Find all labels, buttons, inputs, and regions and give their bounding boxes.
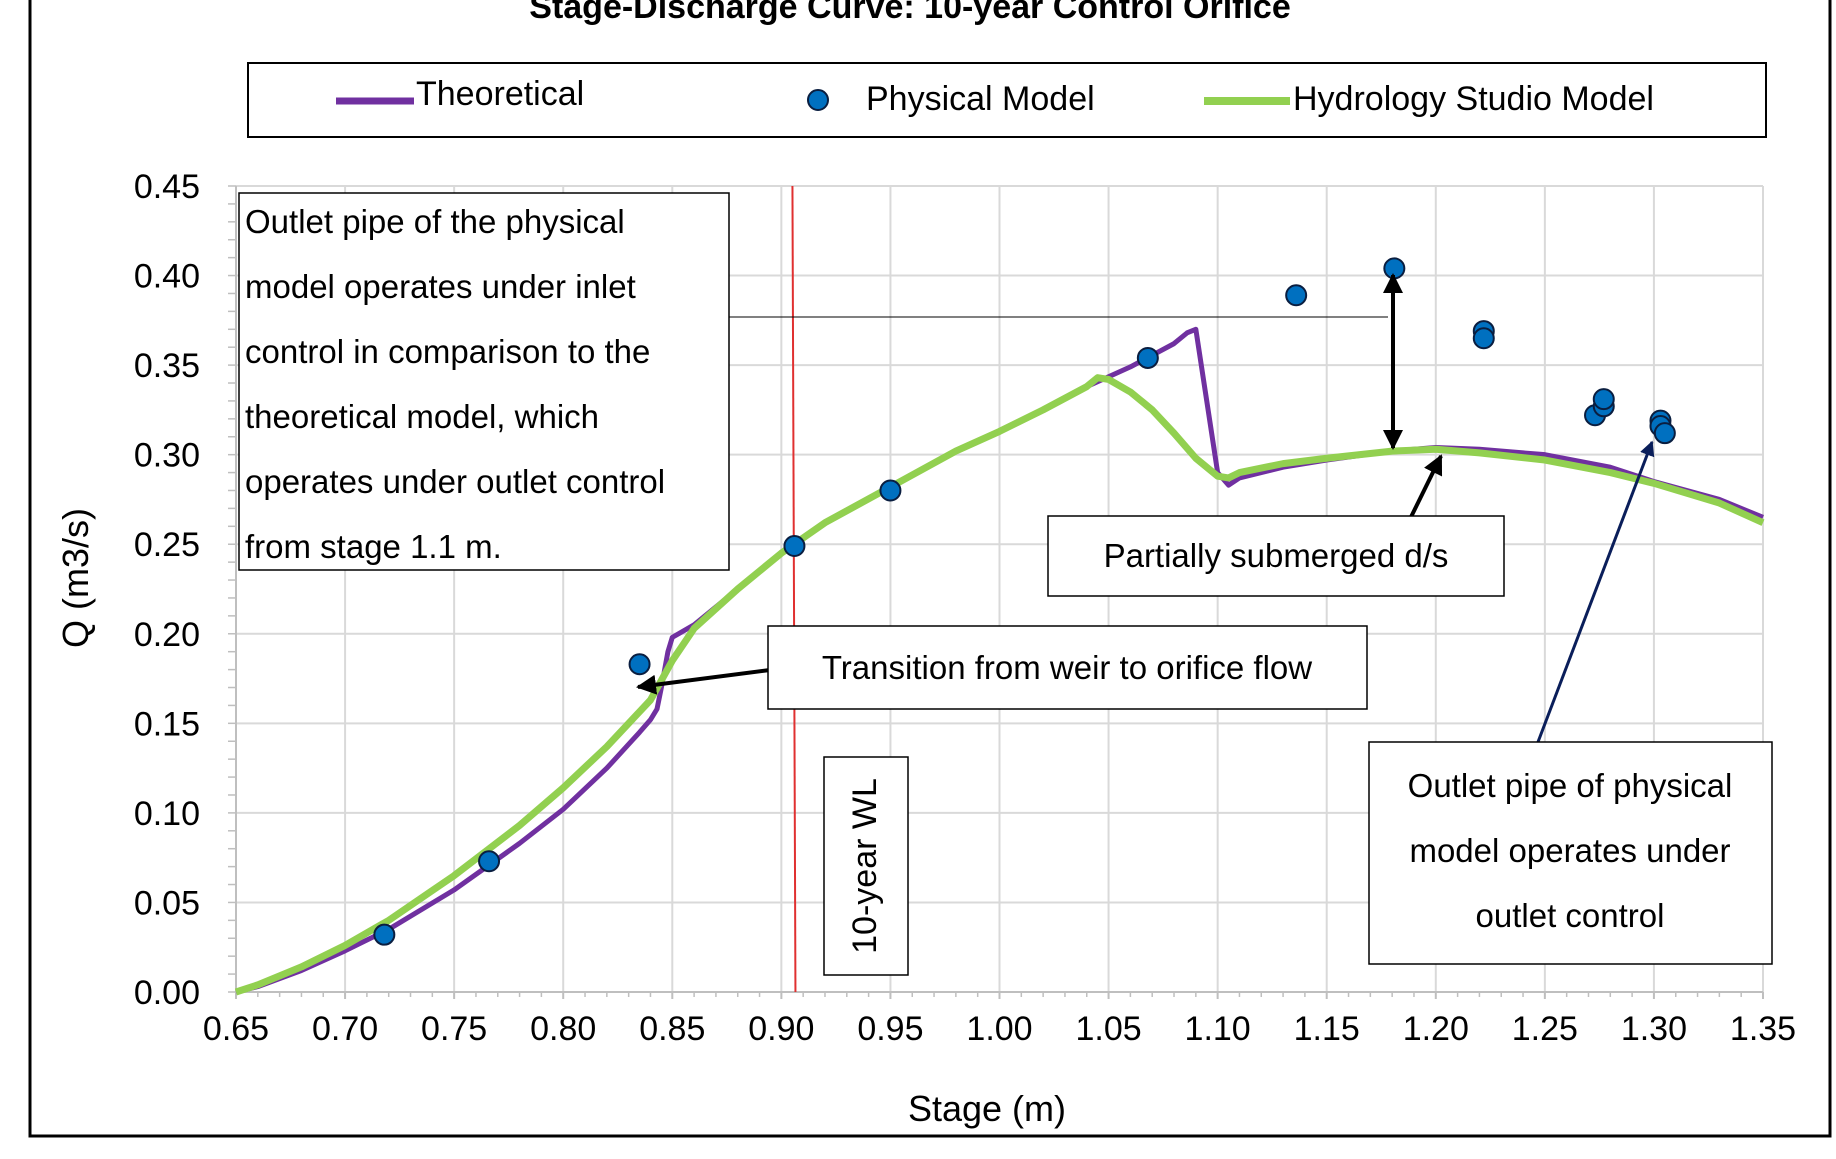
inlet-control-note-line: operates under outlet control [245,463,665,500]
x-tick-label: 1.05 [1075,1010,1141,1048]
physical-model-point [783,535,806,558]
outlet-control-note-line: model operates under [1409,832,1730,869]
submerged-note: Partially submerged d/s [1104,537,1449,574]
legend-label-hydrology: Hydrology Studio Model [1293,80,1654,118]
outlet-control-note-line: outlet control [1476,897,1665,934]
x-tick-label: 0.85 [639,1010,705,1048]
physical-model-point [879,479,902,502]
legend-label-physical: Physical Model [866,80,1095,118]
x-axis-label: Stage (m) [908,1088,1066,1129]
wl-label: 10-year WL [846,778,884,954]
transition-note: Transition from weir to orifice flow [822,649,1312,686]
y-tick-label: 0.45 [134,168,200,206]
legend: Theoretical Physical Model Hydrology Stu… [247,62,1767,138]
physical-model-point [373,923,396,946]
y-tick-label: 0.20 [134,616,200,654]
y-tick-label: 0.40 [134,258,200,296]
tick-layer: 0.65 0.70 0.75 0.80 0.85 0.90 0.95 1.00 1.05 1.10… [134,168,1796,1048]
series-layer [234,185,1765,996]
y-axis-label: Q (m3/s) [55,508,96,648]
physical-model-point [628,653,651,676]
x-tick-label: 1.15 [1294,1010,1360,1048]
x-tick-label: 0.95 [857,1010,923,1048]
physical-model-point [1653,422,1676,445]
outlet-control-note-box [1368,741,1773,965]
y-tick-label: 0.35 [134,347,200,385]
x-tick-label: 0.75 [421,1010,487,1048]
y-tick-label: 0.25 [134,526,200,564]
transition-note-box [767,625,1368,710]
y-tick-label: 0.10 [134,795,200,833]
submerged-arrow [1409,454,1443,518]
legend-box [247,62,1767,138]
x-tick-label: 1.00 [966,1010,1032,1048]
physical-model-point [1285,284,1308,307]
physical-model-point [1136,346,1159,369]
chart-title: Stage-Discharge Curve: 10-year Control O… [529,0,1290,26]
x-tick-label: 0.65 [203,1010,269,1048]
inlet-control-note-box [238,192,730,571]
x-tick-label: 0.80 [530,1010,596,1048]
annotation-layer: 10-year WL Outlet pipe of the physical mod… [238,192,1773,976]
x-tick-label: 1.20 [1403,1010,1469,1048]
inlet-control-note-line: Outlet pipe of the physical [245,203,625,240]
submerged-note-box [1047,515,1505,597]
y-tick-label: 0.15 [134,705,200,743]
physical-model-point [1592,388,1615,411]
x-tick-label: 0.70 [312,1010,378,1048]
y-tick-label: 0.05 [134,884,200,922]
wl-label-box [823,756,909,976]
x-tick-label: 1.30 [1621,1010,1687,1048]
physical-model-point [478,850,501,873]
y-tick-label: 0.30 [134,437,200,475]
inlet-control-note-line: from stage 1.1 m. [245,528,502,565]
y-tick-label: 0.00 [134,974,200,1012]
physical-model-point [1472,327,1495,350]
transition-arrow [636,668,771,695]
x-tick-label: 1.25 [1512,1010,1578,1048]
inlet-control-note-line: model operates under inlet [245,268,636,305]
outlet-control-arrow [1536,440,1655,743]
x-tick-label: 1.35 [1730,1010,1796,1048]
legend-marker-physical [807,89,829,111]
inlet-control-note-line: control in comparison to the [245,333,650,370]
legend-label-theoretical: Theoretical [416,75,584,113]
inlet-control-note-line: theoretical model, which [245,398,599,435]
x-tick-label: 0.90 [748,1010,814,1048]
x-tick-label: 1.10 [1185,1010,1251,1048]
wl-line [791,185,797,993]
outlet-control-note-line: Outlet pipe of physical [1408,767,1733,804]
series-line-hydrology-studio [234,374,1765,996]
